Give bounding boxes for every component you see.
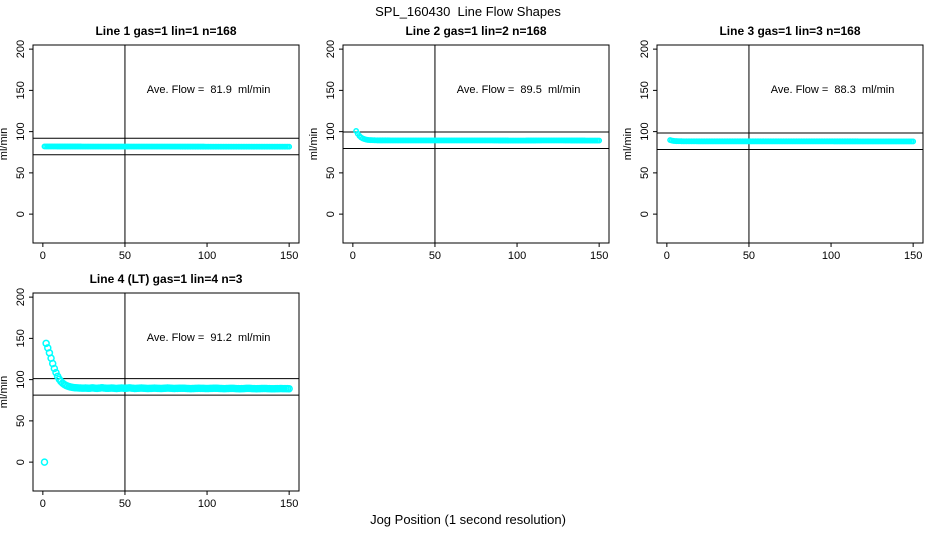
y-axis-title: ml/min [622, 128, 634, 160]
x-tick-label: 150 [280, 250, 298, 262]
ave-flow-annotation: Ave. Flow = 81.9 ml/min [146, 84, 271, 96]
data-point [42, 339, 50, 348]
page-title: SPL_160430 Line Flow Shapes [375, 4, 561, 19]
x-tick-label: 0 [40, 250, 46, 262]
y-tick-label: 50 [325, 167, 337, 179]
y-tick-label: 150 [639, 81, 651, 99]
plot-box [342, 44, 610, 244]
x-tick-label: 0 [350, 250, 356, 262]
plot-svg-line-1: 0 50 100 150 0 50 100 150 200 ml/min [0, 40, 300, 262]
y-axis-title: ml/min [308, 128, 320, 160]
panel-line-3: Line 3 gas=1 lin=3 n=168 0 50 100 150 0 50 100… [622, 12, 924, 262]
y-tick-label: 0 [325, 211, 337, 217]
x-tick-label: 50 [743, 250, 755, 262]
x-axis-label: Jog Position (1 second resolution) [370, 512, 566, 527]
plot-svg-line-2: 0 50 100 150 0 50 100 150 200 ml/min [308, 40, 610, 262]
plot-svg-line-3: 0 50 100 150 0 50 100 150 200 ml/min [622, 40, 924, 262]
ave-flow-annotation: Ave. Flow = 89.5 ml/min [456, 84, 581, 96]
ave-flow-annotation: Ave. Flow = 91.2 ml/min [146, 332, 271, 344]
y-tick-label: 100 [325, 122, 337, 140]
plot-box [32, 44, 300, 244]
x-tick-label: 50 [119, 250, 131, 262]
x-tick-label: 0 [664, 250, 670, 262]
x-tick-label: 100 [822, 250, 840, 262]
data-point [285, 384, 293, 393]
y-tick-label: 50 [15, 167, 27, 179]
x-tick-label: 150 [904, 250, 922, 262]
data-point [52, 368, 60, 377]
x-tick-label: 100 [198, 250, 216, 262]
y-tick-label: 50 [639, 167, 651, 179]
x-tick-label: 50 [429, 250, 441, 262]
y-tick-label: 0 [15, 211, 27, 217]
plot-box [656, 44, 924, 244]
data-point [910, 138, 917, 145]
y-axis-title: ml/min [0, 376, 10, 408]
x-tick-label: 150 [590, 250, 608, 262]
data-point [286, 143, 293, 150]
y-tick-label: 150 [325, 81, 337, 99]
y-tick-label: 200 [15, 40, 27, 58]
y-tick-label: 0 [639, 211, 651, 217]
x-tick-label: 50 [119, 498, 131, 510]
ave-flow-annotation: Ave. Flow = 88.3 ml/min [770, 84, 895, 96]
x-tick-label: 0 [40, 498, 46, 510]
panel-title: Line 2 gas=1 lin=2 n=168 [405, 24, 547, 38]
y-tick-label: 100 [639, 122, 651, 140]
data-point [596, 137, 603, 144]
panel-line-4: Line 4 (LT) gas=1 lin=4 n=3 0 50 100 150 0 50… [0, 260, 300, 510]
panel-title: Line 3 gas=1 lin=3 n=168 [719, 24, 861, 38]
y-tick-label: 0 [15, 459, 27, 465]
panel-line-2: Line 2 gas=1 lin=2 n=168 0 50 100 150 0 50 100… [308, 12, 610, 262]
panel-line-1: Line 1 gas=1 lin=1 n=168 0 50 100 150 0 50 100… [0, 12, 300, 262]
y-tick-label: 150 [15, 329, 27, 347]
plot-svg-line-4: 0 50 100 150 0 50 100 150 200 ml/min [0, 288, 300, 510]
x-tick-label: 100 [508, 250, 526, 262]
y-tick-label: 100 [15, 122, 27, 140]
panel-title: Line 1 gas=1 lin=1 n=168 [95, 24, 237, 38]
y-axis-title: ml/min [0, 128, 10, 160]
y-tick-label: 200 [15, 288, 27, 306]
y-tick-label: 100 [15, 370, 27, 388]
y-tick-label: 150 [15, 81, 27, 99]
y-tick-label: 200 [639, 40, 651, 58]
y-tick-label: 200 [325, 40, 337, 58]
data-point [50, 364, 59, 373]
panel-title: Line 4 (LT) gas=1 lin=4 n=3 [89, 272, 243, 286]
y-tick-label: 50 [15, 415, 27, 427]
x-tick-label: 100 [198, 498, 216, 510]
x-tick-label: 150 [280, 498, 298, 510]
plot-box [32, 292, 300, 492]
data-point [40, 458, 49, 466]
